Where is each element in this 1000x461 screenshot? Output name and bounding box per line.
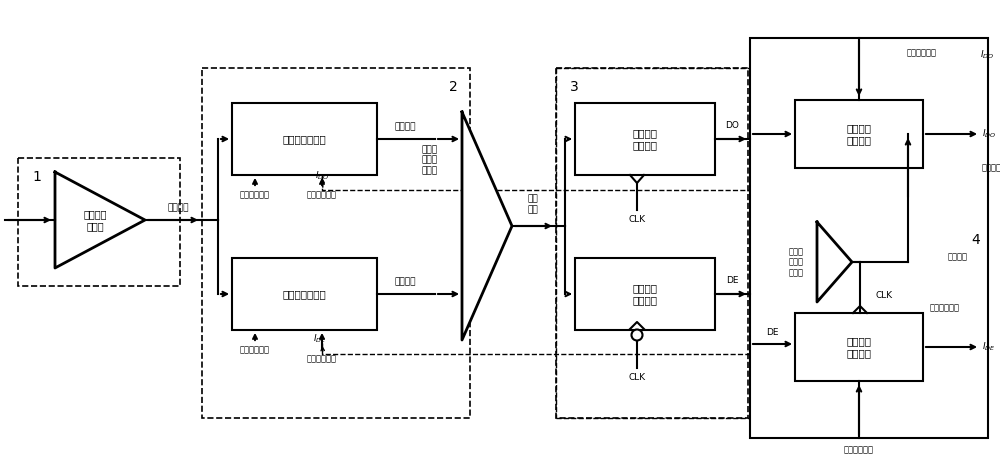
Text: 第四
信号: 第四 信号 (528, 195, 538, 214)
Text: 第一系数
调整单元: 第一系数 调整单元 (846, 123, 872, 145)
Text: 第一判决
延时单元: 第一判决 延时单元 (633, 128, 658, 150)
Polygon shape (817, 222, 852, 302)
FancyBboxPatch shape (750, 38, 988, 438)
FancyBboxPatch shape (795, 313, 923, 381)
FancyBboxPatch shape (575, 258, 715, 330)
Text: 第三均衡信号: 第三均衡信号 (982, 164, 1000, 172)
Text: DO: DO (725, 121, 739, 130)
FancyBboxPatch shape (202, 68, 470, 418)
Text: 第二系数
调整单元: 第二系数 调整单元 (846, 336, 872, 358)
FancyBboxPatch shape (232, 103, 377, 175)
Text: 线性均衡
器模块: 线性均衡 器模块 (83, 209, 107, 231)
Text: 第一两
路复用
器单元: 第一两 路复用 器单元 (422, 145, 438, 175)
FancyBboxPatch shape (575, 103, 715, 175)
Text: $I_{DO}$: $I_{DO}$ (315, 170, 329, 182)
FancyBboxPatch shape (18, 158, 180, 286)
Text: 4: 4 (971, 233, 980, 247)
Text: CLK: CLK (628, 215, 646, 224)
Text: DE: DE (726, 276, 738, 285)
Text: 第三信号: 第三信号 (394, 277, 416, 286)
Text: 第二判决
延时单元: 第二判决 延时单元 (633, 283, 658, 305)
Text: CLK: CLK (628, 373, 646, 382)
Text: $I_{DO}$: $I_{DO}$ (982, 128, 996, 140)
Text: 第五信号: 第五信号 (948, 252, 968, 261)
Text: 1: 1 (32, 170, 41, 184)
Circle shape (632, 330, 642, 341)
Text: 第一信号: 第一信号 (167, 203, 189, 212)
Text: 第一均衡信号: 第一均衡信号 (240, 345, 270, 354)
Text: 第一均衡信号: 第一均衡信号 (240, 190, 270, 199)
Text: 第四均衡信号: 第四均衡信号 (930, 303, 960, 313)
Text: 第二加法器单元: 第二加法器单元 (282, 289, 326, 299)
Text: CLK: CLK (875, 291, 892, 300)
Text: 第四均衡信号: 第四均衡信号 (307, 354, 337, 363)
Text: 3: 3 (570, 80, 579, 94)
Polygon shape (55, 172, 145, 268)
FancyBboxPatch shape (556, 68, 748, 418)
Text: $I_{DO}$: $I_{DO}$ (980, 49, 994, 61)
Text: 第二信号: 第二信号 (394, 122, 416, 131)
Text: 第二两
路复用
器单元: 第二两 路复用 器单元 (789, 247, 804, 277)
FancyBboxPatch shape (795, 100, 923, 168)
Text: 第二均衡信号: 第二均衡信号 (907, 48, 937, 57)
Text: 第二均衡信号: 第二均衡信号 (844, 445, 874, 454)
Text: 第三均衡信号: 第三均衡信号 (307, 190, 337, 199)
Text: $I_{DE}$: $I_{DE}$ (313, 332, 327, 345)
Text: 第一加法器单元: 第一加法器单元 (282, 134, 326, 144)
Text: 2: 2 (449, 80, 458, 94)
Text: $I_{DE}$: $I_{DE}$ (982, 341, 996, 353)
Polygon shape (462, 112, 512, 340)
Text: DE: DE (766, 328, 778, 337)
FancyBboxPatch shape (232, 258, 377, 330)
